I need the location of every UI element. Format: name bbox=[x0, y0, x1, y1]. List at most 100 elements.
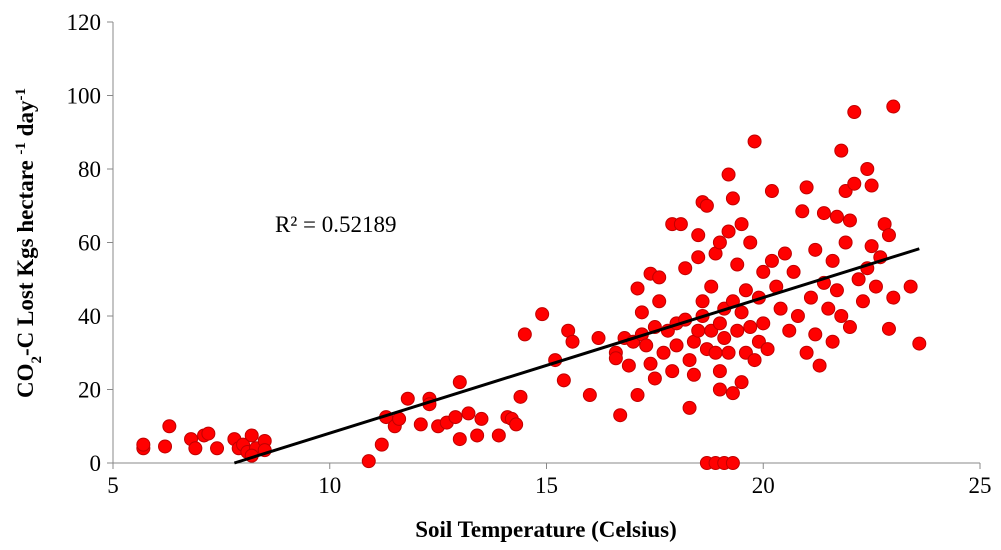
data-point bbox=[712, 382, 727, 397]
data-point bbox=[808, 327, 823, 342]
data-point bbox=[821, 301, 836, 316]
y-axis-title: CO2-C Lost Kgs hectare -1 day-1 bbox=[13, 88, 45, 398]
data-point bbox=[509, 417, 524, 432]
data-point bbox=[535, 307, 550, 322]
y-tick-label: 40 bbox=[78, 304, 101, 329]
data-point bbox=[786, 264, 801, 279]
data-point bbox=[695, 294, 710, 309]
data-point bbox=[682, 400, 697, 415]
data-point bbox=[864, 239, 879, 254]
data-point bbox=[686, 367, 701, 382]
data-point bbox=[717, 331, 732, 346]
data-point bbox=[691, 228, 706, 243]
data-point bbox=[847, 176, 862, 191]
data-point bbox=[136, 437, 151, 452]
data-point bbox=[734, 375, 749, 390]
data-point bbox=[244, 428, 259, 443]
y-tick-label: 0 bbox=[90, 451, 102, 476]
data-point bbox=[491, 428, 506, 443]
data-point bbox=[851, 272, 866, 287]
data-point bbox=[842, 213, 857, 228]
data-point bbox=[158, 439, 173, 454]
x-tick-label: 10 bbox=[318, 473, 341, 498]
data-point bbox=[864, 178, 879, 193]
data-point bbox=[556, 373, 571, 388]
data-point bbox=[621, 358, 636, 373]
data-point bbox=[630, 281, 645, 296]
data-point bbox=[643, 356, 658, 371]
data-point bbox=[760, 342, 775, 357]
y-tick-label: 60 bbox=[78, 231, 101, 256]
data-point bbox=[678, 261, 693, 276]
data-point bbox=[470, 428, 485, 443]
data-point bbox=[756, 264, 771, 279]
data-point bbox=[790, 309, 805, 323]
data-point bbox=[829, 283, 844, 298]
data-point bbox=[738, 283, 753, 298]
data-point bbox=[630, 388, 645, 403]
data-point bbox=[374, 437, 389, 452]
data-point bbox=[868, 279, 883, 294]
data-point bbox=[517, 327, 532, 342]
x-tick-label: 5 bbox=[107, 473, 119, 498]
data-point bbox=[201, 426, 216, 441]
data-point bbox=[855, 294, 870, 309]
data-point bbox=[747, 134, 762, 149]
data-point bbox=[608, 351, 623, 366]
data-point bbox=[743, 235, 758, 250]
data-point bbox=[764, 253, 779, 268]
data-point bbox=[756, 316, 771, 331]
x-axis-title: Soil Temperature (Celsius) bbox=[415, 517, 677, 542]
data-point bbox=[474, 411, 489, 426]
x-tick-label: 20 bbox=[752, 473, 775, 498]
data-point bbox=[912, 336, 927, 351]
data-point bbox=[730, 257, 745, 272]
data-point bbox=[613, 408, 628, 423]
data-point bbox=[669, 338, 684, 353]
data-point bbox=[734, 217, 749, 232]
y-axis-title-part: CO bbox=[13, 363, 38, 398]
data-point bbox=[834, 143, 849, 158]
data-point bbox=[721, 345, 736, 360]
data-point bbox=[747, 353, 762, 368]
trendline bbox=[233, 247, 920, 465]
data-point bbox=[743, 320, 758, 335]
data-point bbox=[777, 246, 792, 261]
data-point bbox=[829, 209, 844, 224]
data-point bbox=[673, 217, 688, 232]
y-tick-label: 20 bbox=[78, 378, 101, 403]
data-point bbox=[652, 270, 667, 285]
data-point bbox=[834, 309, 849, 323]
data-point bbox=[860, 162, 875, 176]
y-axis-title-part: -C Lost Kgs hectare bbox=[13, 155, 38, 356]
data-point bbox=[361, 454, 376, 469]
data-point bbox=[565, 334, 580, 349]
data-point bbox=[886, 290, 901, 305]
data-point bbox=[842, 320, 857, 335]
data-point bbox=[452, 375, 467, 390]
data-point bbox=[712, 235, 727, 250]
data-point bbox=[725, 191, 740, 206]
data-point bbox=[799, 180, 814, 195]
data-point bbox=[162, 419, 177, 434]
data-point bbox=[639, 338, 654, 353]
data-point bbox=[838, 235, 853, 250]
data-point bbox=[513, 389, 528, 404]
data-point bbox=[881, 228, 896, 243]
y-tick-label: 100 bbox=[67, 84, 102, 109]
data-point bbox=[188, 441, 203, 456]
data-point bbox=[691, 323, 706, 338]
data-point bbox=[582, 388, 597, 403]
data-point bbox=[591, 331, 606, 346]
data-point bbox=[782, 323, 797, 338]
data-point bbox=[764, 184, 779, 199]
data-point bbox=[712, 316, 727, 331]
data-point bbox=[691, 250, 706, 265]
data-point bbox=[886, 99, 901, 114]
x-tick-label: 15 bbox=[535, 473, 558, 498]
r-squared-annotation: R² = 0.52189 bbox=[275, 212, 396, 237]
data-point bbox=[730, 323, 745, 338]
data-point bbox=[773, 301, 788, 316]
data-point bbox=[452, 432, 467, 447]
